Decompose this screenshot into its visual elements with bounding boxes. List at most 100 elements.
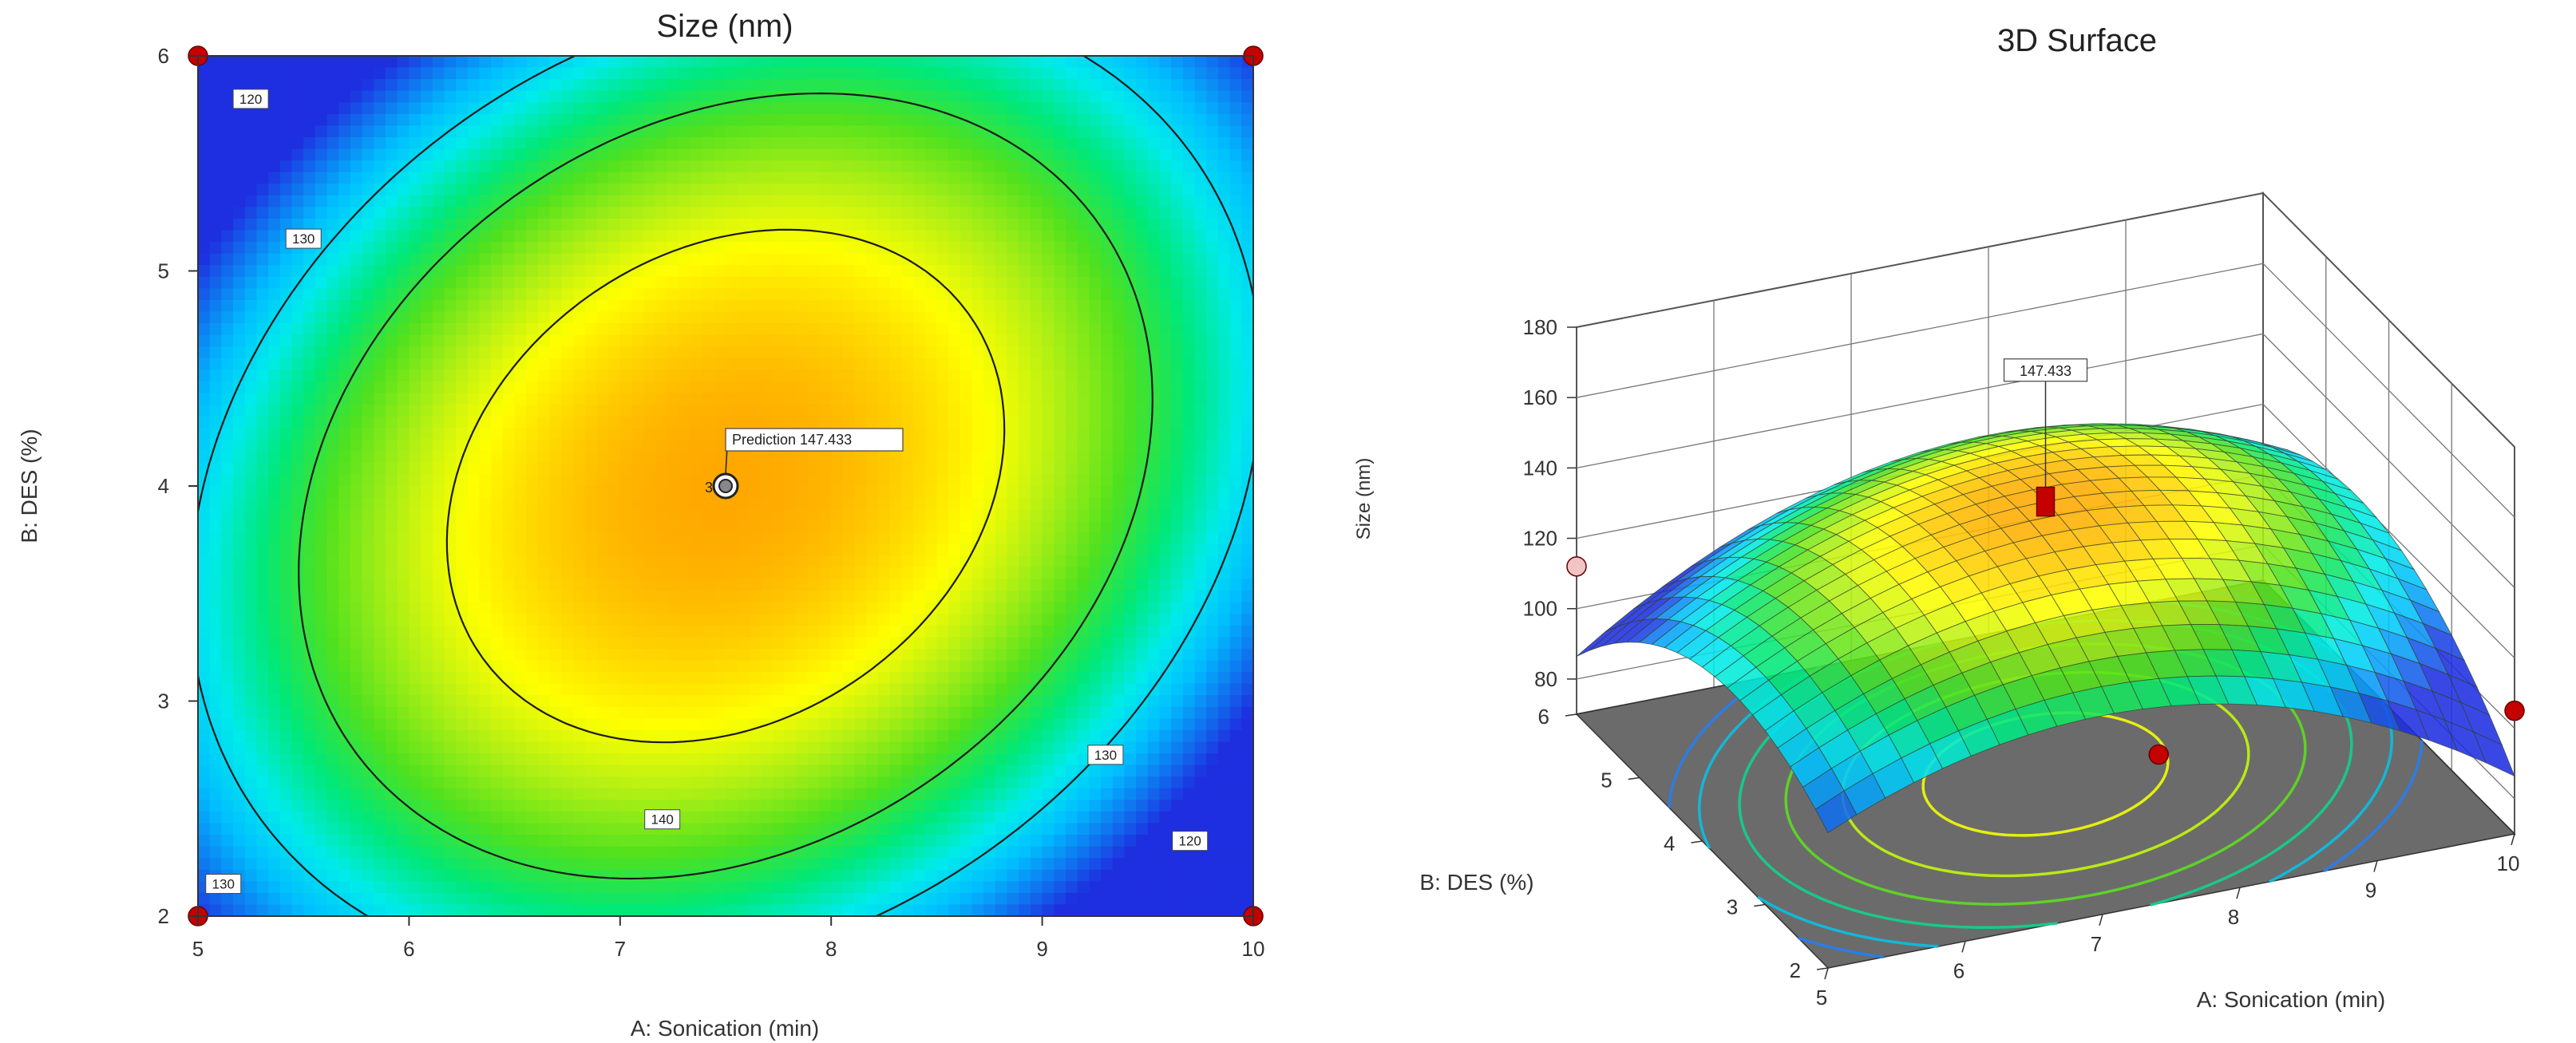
contour-cell [784,858,797,871]
contour-cell [479,369,492,382]
contour-cell [467,230,481,243]
contour-cell [877,369,891,382]
contour-cell [772,835,785,847]
contour-cell [796,800,809,812]
contour-cell [714,648,726,662]
contour-cell [268,823,281,836]
contour-cell [244,288,258,301]
contour-cell [854,835,867,847]
contour-cell [526,776,539,789]
contour-cell [326,555,339,568]
contour-cell [338,172,351,184]
contour-cell [303,451,316,464]
contour-cell [596,416,609,429]
contour-cell [397,741,410,754]
contour-cell [386,207,398,219]
contour-cell [971,311,984,324]
contour-cell [854,764,867,777]
contour-cell [924,567,937,580]
contour-cell [784,276,797,289]
contour-cell [244,846,258,859]
contour-cell [338,265,351,278]
contour-cell [198,532,211,545]
contour-cell [842,637,856,650]
contour-cell [209,579,222,591]
contour-cell [386,184,398,196]
contour-cell [608,497,621,510]
contour-cell [549,776,562,789]
contour-cell [901,334,914,347]
contour-cell [397,602,410,614]
contour-cell [374,334,386,347]
contour-cell [784,753,797,766]
contour-cell [573,648,586,662]
contour-cell [561,800,574,812]
contour-cell [561,591,574,603]
contour-cell [936,753,949,766]
contour-cell [714,311,726,324]
contour-cell [303,625,316,638]
contour-cell [831,869,844,882]
contour-cell [432,660,445,673]
contour-cell [256,195,269,207]
contour-cell [456,858,469,871]
contour-cell [362,439,374,452]
contour-cell [198,823,211,836]
contour-cell [631,486,644,499]
contour-cell [268,428,281,441]
contour-cell [268,602,281,614]
contour-cell [256,811,269,824]
contour-cell [456,242,469,255]
contour-cell [350,858,363,871]
contour-cell [584,835,598,847]
contour-cell [901,102,914,115]
contour-cell [397,543,410,557]
contour-cell [983,439,996,452]
contour-cell [631,148,644,161]
contour-cell [362,567,374,580]
contour-cell [924,904,937,917]
contour-cell [643,764,656,777]
contour-cell [889,637,902,650]
contour-cell [584,648,598,662]
contour-cell [502,102,516,115]
contour-cell [960,811,973,824]
contour-cell [397,323,410,336]
contour-cell [690,695,703,708]
contour-cell [256,405,269,417]
contour-cell [749,474,762,487]
contour-cell [397,753,410,766]
contour-cell [467,764,481,777]
contour-cell [362,405,374,417]
contour-cell [596,706,609,719]
contour-cell [924,602,937,614]
contour-cell [374,660,386,673]
contour-cell [432,207,445,219]
contour-cell [749,591,762,603]
contour-cell [796,753,809,766]
contour-cell [326,520,339,533]
contour-cell [960,230,973,243]
contour-cell [326,253,339,266]
contour-cell [526,672,539,685]
contour-cell [936,405,949,417]
contour-cell [279,543,293,557]
contour-cell [209,79,222,92]
contour-cell [315,625,328,638]
contour-cell [561,497,574,510]
contour-cell [456,125,469,138]
contour-cell [409,439,421,452]
contour-cell [737,462,750,476]
contour-cell [643,683,656,696]
contour-cell [291,823,304,836]
contour-cell [596,125,609,138]
contour-cell [831,102,844,115]
contour-cell [667,253,679,266]
contour-cell [549,591,562,603]
contour-cell [291,811,304,824]
contour-cell [784,323,797,336]
contour-cell [573,532,586,545]
contour-cell [807,323,821,336]
contour-cell [726,56,738,69]
contour-cell [386,136,398,150]
